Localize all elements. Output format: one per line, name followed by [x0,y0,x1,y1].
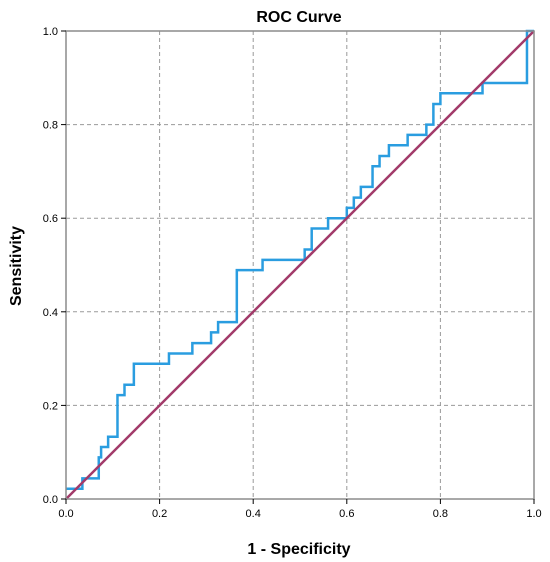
y-axis: 0.0 0.2 0.4 0.6 0.8 1.0 [43,26,66,506]
y-tick-label: 0.6 [43,213,58,225]
y-axis-title: Sensitivity [8,226,25,306]
x-tick-label: 1.0 [526,508,541,520]
y-tick-label: 1.0 [43,26,58,38]
roc-curve-line [66,29,534,490]
plot-frame [65,30,535,500]
y-tick-label: 0.4 [43,307,58,319]
series [65,29,535,500]
grid [66,31,534,499]
x-tick-label: 0.6 [339,508,354,520]
y-tick-label: 0.0 [43,494,58,506]
y-tick-label: 0.2 [43,400,58,412]
reference-line [65,30,535,500]
x-tick-label: 0.0 [58,508,73,520]
x-axis-title: 1 - Specificity [247,541,350,558]
y-tick-label: 0.8 [43,120,58,132]
chart-title: ROC Curve [256,9,341,26]
x-tick-label: 0.2 [152,508,167,520]
x-tick-label: 0.8 [433,508,448,520]
x-tick-label: 0.4 [246,508,261,520]
x-axis: 0.0 0.2 0.4 0.6 0.8 1.0 [58,499,542,520]
